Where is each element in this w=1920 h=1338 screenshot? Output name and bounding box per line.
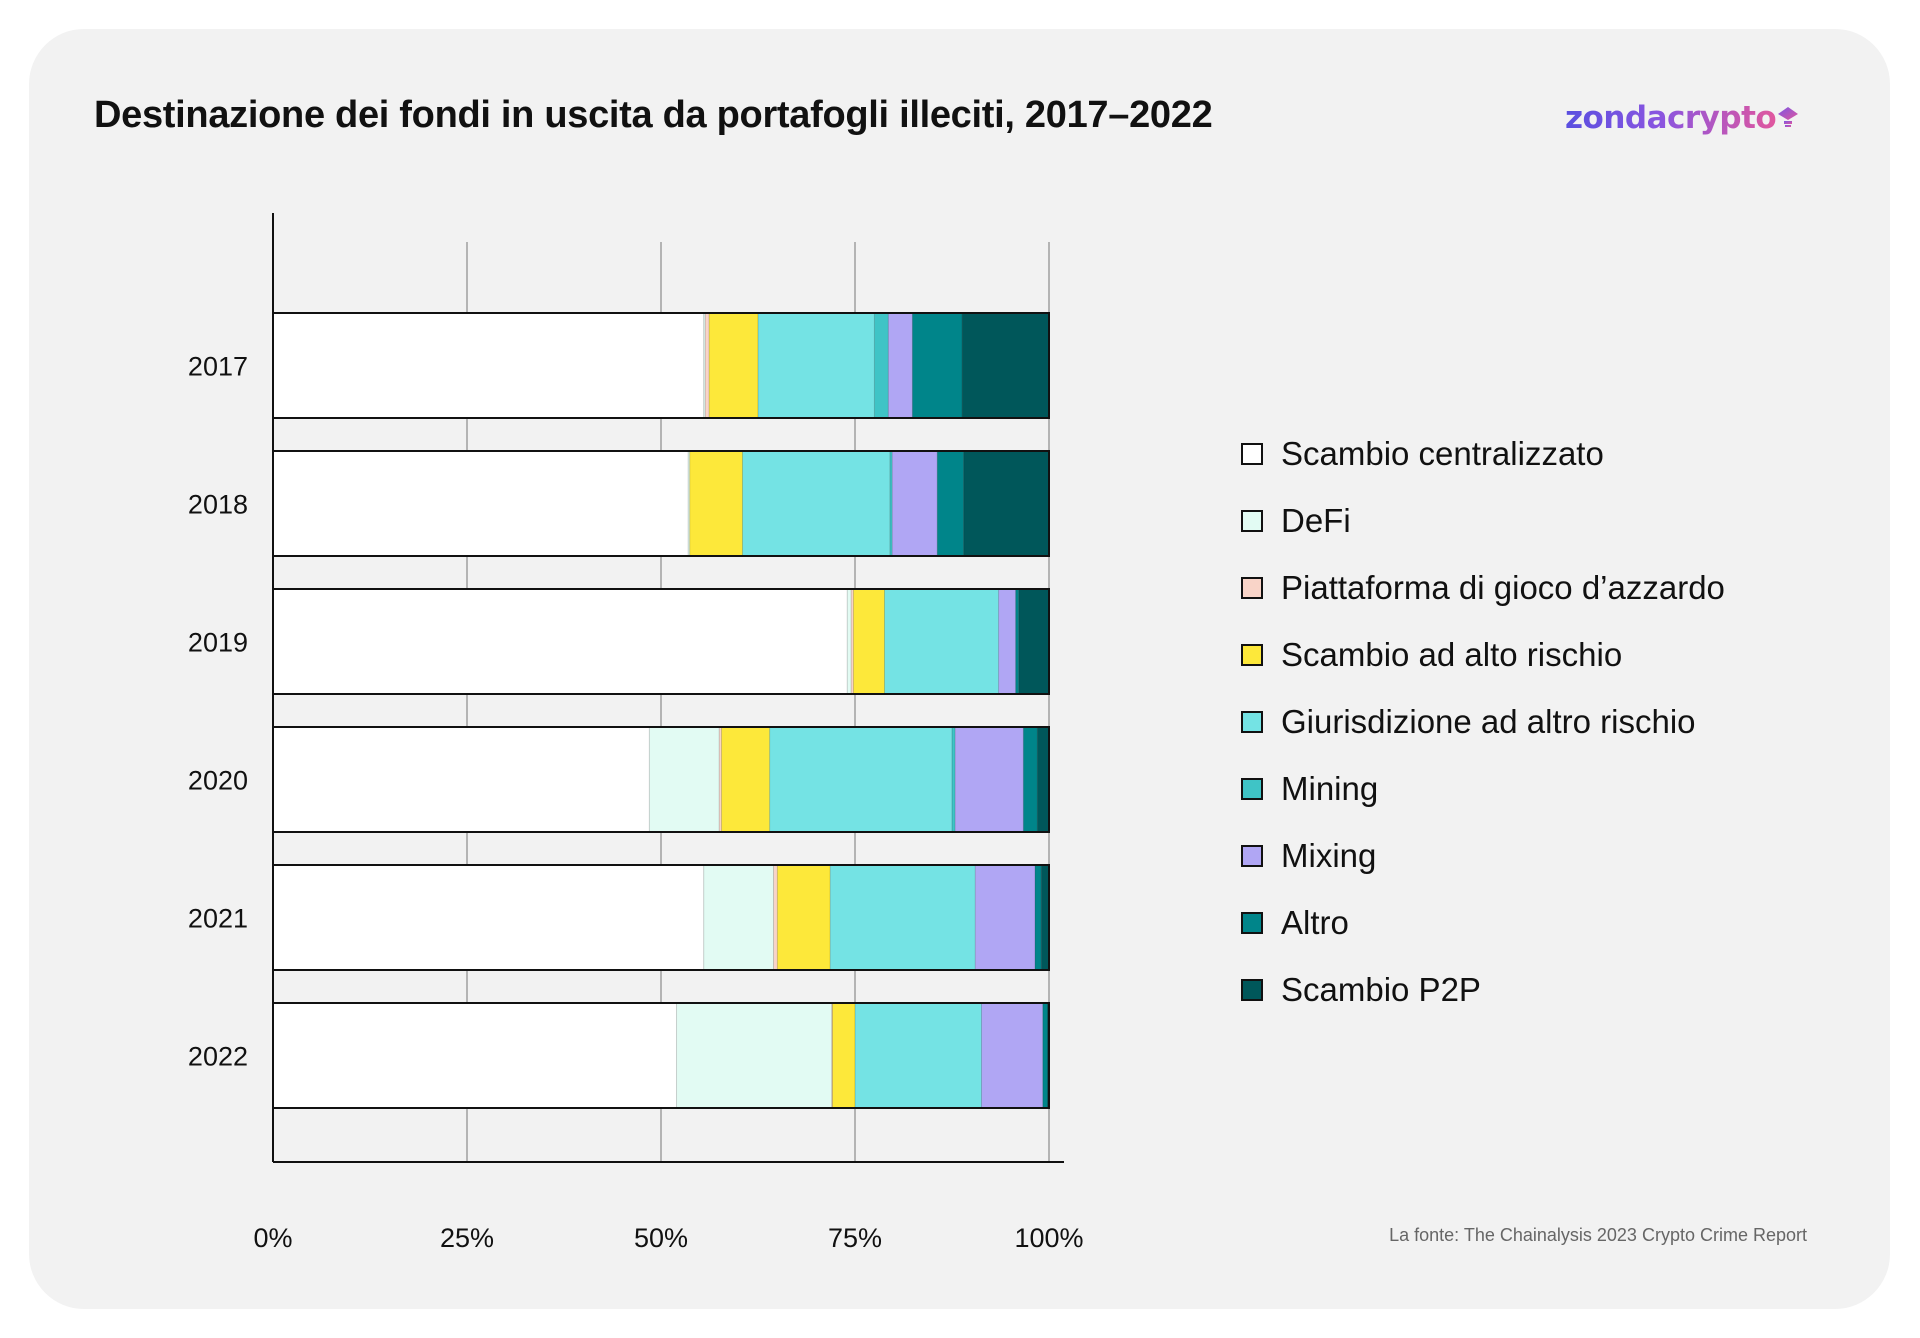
bar-segment [832,1003,855,1108]
bar-segment [758,313,875,418]
bar-segment [1035,865,1042,970]
bar-segment [962,313,1049,418]
bar-segment [1018,589,1049,694]
legend-label: Scambio ad alto rischio [1281,635,1623,673]
zonda-diamond-icon [1778,107,1798,127]
legend-swatch [1241,911,1263,934]
bar-segment [874,313,889,418]
legend-label: Giurisdizione ad altro rischio [1281,702,1696,740]
legend-swatch [1241,643,1263,666]
bar-segment [773,865,778,970]
bar-segment [273,589,848,694]
bar-segment [963,451,1049,556]
legend-label: Piattaforma di gioco d’azzardo [1281,568,1725,606]
bar-segment [689,451,743,556]
legend-item: Scambio centralizzato [1241,420,1725,487]
x-tick-label: 0% [253,1223,292,1253]
bar-segment [273,865,704,970]
bar-segment [1023,727,1038,832]
bar-segment [676,1003,832,1108]
bar-segment [273,451,689,556]
bar-segment [912,313,963,418]
bar-segment [703,313,706,418]
legend-label: Scambio centralizzato [1281,434,1604,472]
year-label-2021: 2021 [188,904,248,934]
legend-item: Mining [1241,755,1725,822]
year-label-2019: 2019 [188,628,248,658]
year-label-2022: 2022 [188,1042,248,1072]
bar-segment [981,1003,1043,1108]
year-label-2018: 2018 [188,490,248,520]
legend-swatch [1241,509,1263,532]
bar-segment [851,589,854,694]
legend-label: Mixing [1281,836,1377,874]
bar-segment [937,451,964,556]
bar-segment [273,727,650,832]
brand-logo-text: zondacrypto [1565,100,1777,136]
legend-item: Altro [1241,889,1725,956]
legend-swatch [1241,576,1263,599]
bar-segment [1042,1003,1048,1108]
bar-segment [853,589,885,694]
legend-label: DeFi [1281,501,1351,539]
legend-item: Mixing [1241,822,1725,889]
x-tick-label: 75% [828,1223,882,1253]
legend-swatch [1241,442,1263,465]
legend-item: Piattaforma di gioco d’azzardo [1241,554,1725,621]
year-label-2020: 2020 [188,766,248,796]
legend-item: Giurisdizione ad altro rischio [1241,688,1725,755]
x-tick-label: 50% [634,1223,688,1253]
legend-item: Scambio P2P [1241,956,1725,1023]
bar-segment [769,727,952,832]
bar-segment [955,727,1024,832]
bar-segment [889,451,893,556]
source-note: La fonte: The Chainalysis 2023 Crypto Cr… [1389,1225,1807,1245]
bar-segment [719,727,722,832]
bar-segment [888,313,913,418]
bar-segment [742,451,890,556]
legend-swatch [1241,777,1263,800]
legend-item: DeFi [1241,487,1725,554]
chart-title: Destinazione dei fondi in uscita da port… [94,94,1213,136]
bar-segment [830,865,976,970]
legend-label: Scambio P2P [1281,970,1481,1008]
bar-segment [952,727,956,832]
bar-segment [884,589,999,694]
bar-segment [1037,727,1049,832]
bar-segment [975,865,1036,970]
legend-label: Altro [1281,903,1349,941]
x-tick-label: 25% [440,1223,494,1253]
year-label-2017: 2017 [188,352,248,382]
bar-segment [709,313,758,418]
legend-swatch [1241,844,1263,867]
legend-label: Mining [1281,769,1379,807]
bar-segment [273,313,704,418]
bar-segment [831,1003,833,1108]
bar-segment [1041,865,1049,970]
bar-segment [721,727,770,832]
x-tick-label: 100% [1014,1223,1083,1253]
legend-item: Scambio ad alto rischio [1241,621,1725,688]
bar-segment [998,589,1016,694]
chart-legend: Scambio centralizzato DeFi Piattaforma di … [1241,420,1725,1023]
bar-segment [705,313,710,418]
bar-segment [847,589,852,694]
legend-swatch [1241,978,1263,1001]
bar-segment [892,451,938,556]
bar-segment [855,1003,982,1108]
bar-segment [688,451,690,556]
bar-segment [1015,589,1019,694]
legend-swatch [1241,710,1263,733]
bar-segment [649,727,720,832]
bar-segment [777,865,831,970]
bar-segment [703,865,774,970]
bar-segment [273,1003,677,1108]
